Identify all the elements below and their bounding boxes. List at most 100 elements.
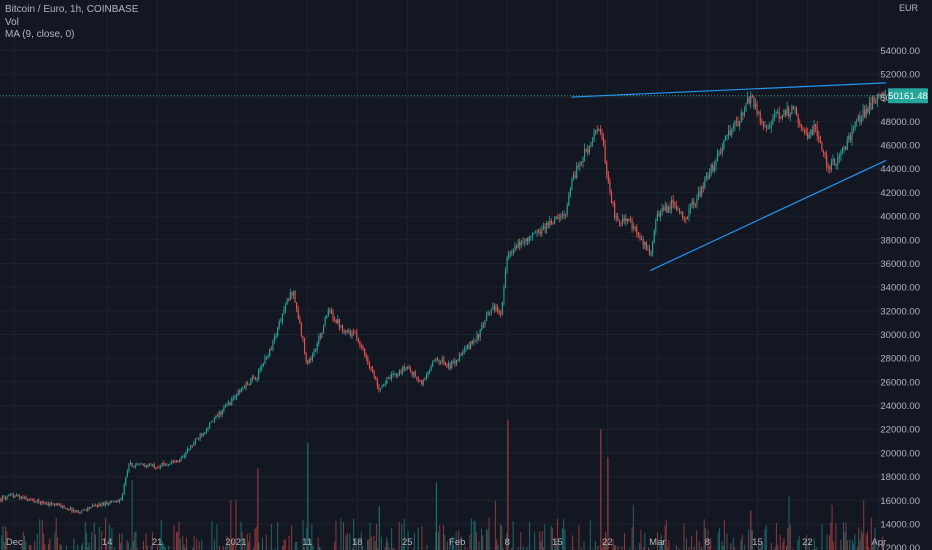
candle-body [79,512,81,514]
volume-bar [639,542,641,550]
moving-average-label[interactable]: MA (9, close, 0) [5,29,75,40]
volume-bar [580,548,582,550]
time-axis[interactable]: Dec 14 21 2021 11 18 25 Feb 8 15 22 Mar 8 15 22 Apr [6,537,886,548]
volume-bar [254,528,256,550]
volume-bar [334,541,336,550]
volume-bar [270,524,272,550]
candle-body [61,505,64,508]
candle-body [639,235,641,240]
candle-body [584,149,586,158]
last-price-badge [888,88,928,104]
candle-body [723,140,725,149]
candle-body [329,310,331,311]
candle-body [332,312,334,320]
candle-body [204,432,206,433]
candle-body [73,510,75,512]
candle-body [883,94,885,97]
trendlines[interactable] [571,82,887,272]
candle-body [85,509,87,511]
candle-body [65,508,67,510]
volume-bar [65,545,67,550]
candle-body [512,249,514,253]
trendline-upper-resistance[interactable] [571,82,887,98]
candle-body [136,464,138,466]
volume-bar [288,535,290,550]
volume-indicator-label[interactable]: Vol [5,16,19,28]
volume-bar [120,543,122,550]
time-tick-label: 15 [752,537,763,548]
candle-body [522,241,524,243]
candle-body [191,445,193,447]
time-tick-label: 22 [602,537,613,548]
candle-body [148,464,151,466]
candle-body [629,218,632,221]
candle-body [33,499,35,503]
candle-body [281,314,283,322]
candle-body [96,505,98,507]
volume-bar [832,542,834,550]
candle-body [237,390,239,396]
volume-bar [551,527,553,550]
candle-body [707,175,709,179]
candle-body [166,465,168,467]
volume-bar [665,519,667,550]
candle-body [99,503,102,506]
volume-bar [656,531,658,550]
candle-body [803,129,806,131]
candle-body [71,507,73,512]
volume-bar [135,530,137,550]
candle-body [14,495,16,498]
candle-body [182,457,184,458]
symbol-title[interactable]: Bitcoin / Euro, 1h, COINBASE [5,4,139,15]
volume-bar [91,532,93,550]
candle-body [180,457,182,461]
volume-bar [860,529,862,550]
candle-body [579,161,581,167]
candle-body [460,354,462,355]
candle-body [264,357,266,365]
candle-body [402,366,404,373]
candle-body [873,97,875,103]
candle-body [354,332,356,334]
candle-body [416,376,418,379]
candle-body [539,231,541,234]
candle-body [560,215,562,219]
volume-bar [340,518,342,550]
candle-body [509,252,511,254]
candle-body [147,464,149,468]
price-tick-label: 20000.00 [880,448,920,459]
candle-body [283,309,285,315]
volume-bar [556,518,558,550]
volume-bar [813,538,815,550]
volume-bar [183,544,185,550]
candle-body [653,230,655,243]
candle-body [12,494,15,498]
candle-body [250,379,252,385]
candle-body [141,463,143,465]
candle-body [788,107,790,117]
volume-bar [320,548,322,550]
volume-bar [335,520,337,550]
time-tick-label: 8 [505,537,510,548]
candle-body [209,422,211,429]
volume-bar [578,525,580,550]
volume-bar [661,539,663,550]
volume-bar [355,538,357,550]
candle-body [267,356,269,357]
candle-body [49,503,51,506]
candle-body [541,228,543,234]
volume-bar [540,541,542,550]
volume-bar [121,533,123,550]
candle-body [240,388,242,392]
candle-body [319,336,321,338]
trendline-lower-support[interactable] [649,159,887,272]
price-tick-label: 40000.00 [880,212,920,223]
candle-body [764,126,766,128]
price-tick-label: 52000.00 [880,69,920,80]
volume-bar [41,519,43,550]
price-axis[interactable]: 12000.00 14000.00 16000.00 18000.00 20000.00… [880,46,928,550]
price-tick-label: 18000.00 [880,472,920,483]
candle-body [786,107,788,116]
grid [0,0,886,549]
